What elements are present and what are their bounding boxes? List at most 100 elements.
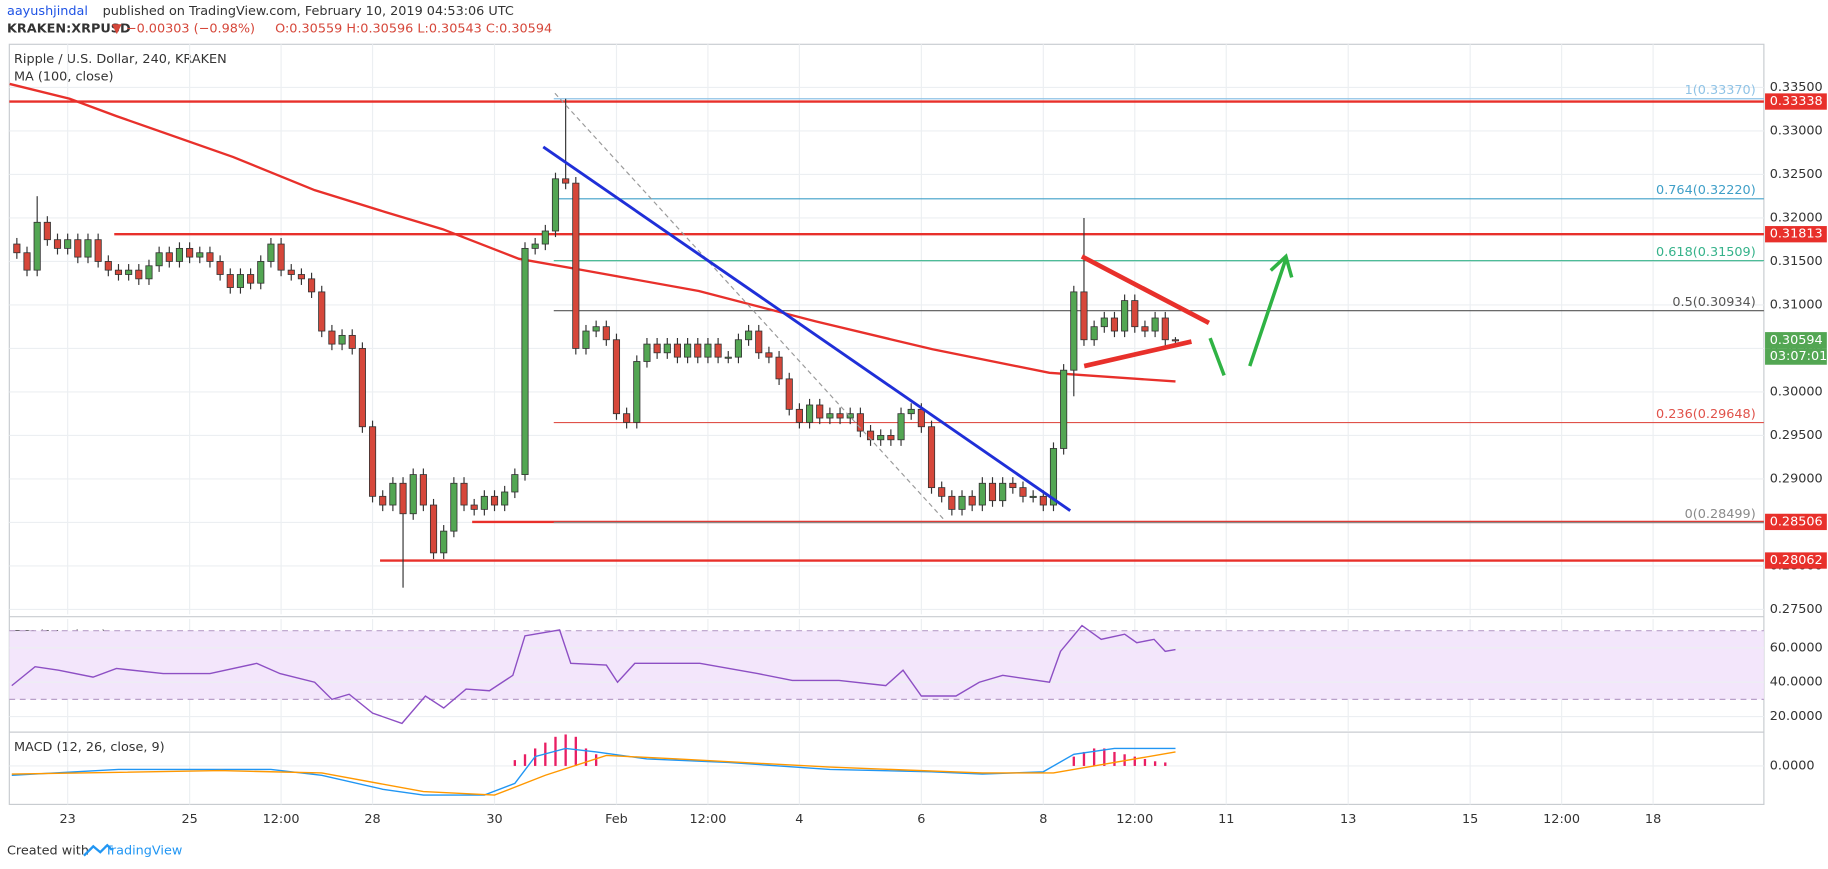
histogram-bar [1143,758,1147,766]
price-tag-label: 0.28506 [1770,514,1823,529]
x-tick-label: 8 [1039,812,1047,827]
price-tag-label: 0.31813 [1770,227,1823,242]
candle-body [429,504,438,554]
published: published on TradingView.com, February 1… [103,4,514,19]
annotation [1080,254,1211,325]
x-tick-label: Feb [605,812,628,827]
y-tick-label: 0.33000 [1770,123,1823,138]
footer-brand[interactable]: TradingView [104,844,182,859]
x-tick-label: 23 [60,812,76,827]
histogram-bar [584,748,588,766]
chart-layer: 23 25 12:00 28 30 Feb 12:00 4 6 8 12:00 11 13 15 12:00… [9,44,1827,827]
y-tick-label: 0.32000 [1770,210,1823,225]
candle-body [287,269,295,275]
x-tick-label: 12:00 [263,812,300,827]
candle-body [1009,482,1017,489]
candle-body [765,352,773,358]
x-tick-label: 11 [1218,812,1234,827]
candle-body [541,230,549,245]
histogram-bar [1164,762,1167,766]
rsi-band [9,630,1764,700]
line [11,751,1176,796]
candle-body [724,356,732,359]
candle-body [318,291,326,332]
change: ▼ −0.00303 (−0.98%) [112,22,255,37]
ohlc: O:0.30559 H:0.30596 L:0.30543 C:0.30594 [275,22,552,37]
candle-body [74,239,82,258]
candle-body [694,343,702,358]
x-tick-label: 4 [795,812,803,827]
candle-body [226,274,234,288]
candle-body [1019,487,1027,497]
candle-body [633,361,641,423]
candle-body [592,326,600,332]
price-tag-label: 0.28062 [1770,553,1823,568]
candle-body [186,247,194,258]
candle-body [440,530,448,554]
chart-title: Ripple / U.S. Dollar, 240, KRAKEN [14,52,227,67]
candle-body [1121,300,1129,332]
candle-body [988,482,997,502]
candle-body [1070,291,1078,371]
fib-label: 0.5(0.30934) [1672,295,1755,310]
candle-body [684,343,692,358]
candle-body [23,252,31,271]
annotation [1083,339,1192,369]
candle-body [968,495,976,506]
candle-body [572,182,580,349]
author[interactable]: aayushjindal [7,4,88,19]
candle-body [999,482,1007,502]
candle-body [480,495,488,510]
annotation [1248,253,1294,367]
candle-body [856,413,864,432]
candle-body [145,265,153,280]
candle-body [978,482,986,506]
candle-body [551,178,560,232]
candle-body [389,482,397,506]
candle-body [379,495,387,506]
candle-body [277,243,285,271]
candle-body [917,408,925,428]
candle-body [135,269,143,280]
candle-body [308,278,316,293]
histogram-bar [1153,761,1157,766]
candle-body [511,474,519,493]
countdown: 03:07:01 [1770,349,1828,364]
annotation [554,92,945,521]
candle-body [64,239,72,249]
candle-body [216,261,224,275]
brand-logo [83,843,113,857]
candle-body [745,330,753,341]
footer-created: Created with [7,844,89,859]
candle-body [1029,495,1037,498]
candle-body [795,408,803,423]
histogram-bar [564,734,567,766]
price-tag [1765,552,1827,569]
candle-body [948,495,956,510]
histogram-bar [574,736,577,766]
candle-body [927,426,936,489]
candle-body [409,474,417,515]
candle-body [236,274,244,288]
candle-body [419,474,427,506]
candle-body [897,413,905,441]
candle-body [531,243,539,249]
candle-body [653,343,661,354]
candle-body [104,261,112,271]
candle-body [1039,495,1047,506]
candle-body [714,343,722,358]
countdown-bg [1765,348,1827,365]
candle-body [1049,448,1058,506]
y-tick-label: 0.31000 [1770,297,1823,312]
histogram-bar [1082,751,1086,766]
candle-body [94,239,102,262]
candle-body [1161,317,1169,341]
candle-body [582,330,590,349]
price-tag [1765,513,1827,531]
price-tag-label: 0.30594 [1770,333,1823,348]
candle-body [33,221,41,271]
candle-body [602,326,610,341]
candle-body [125,269,133,275]
